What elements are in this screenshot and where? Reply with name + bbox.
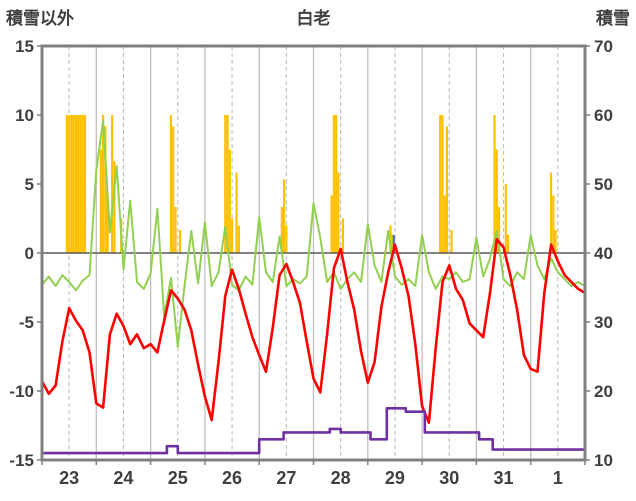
sunshine-bars xyxy=(441,115,444,253)
sunshine-bars xyxy=(65,115,68,253)
chart-title: 白老 xyxy=(296,9,331,28)
right-tick-label: 20 xyxy=(594,382,613,401)
sunshine-bars xyxy=(506,234,510,253)
sunshine-bars xyxy=(230,218,234,253)
sunshine-bars xyxy=(330,195,333,253)
left-axis-title: 積雪以外 xyxy=(6,9,74,28)
sunshine-bars xyxy=(113,161,116,253)
right-tick-label: 50 xyxy=(594,175,613,194)
x-tick-label: 25 xyxy=(168,468,188,488)
left-tick-label: 5 xyxy=(25,175,34,194)
x-tick-label: 1 xyxy=(553,468,563,488)
left-tick-label: 10 xyxy=(15,106,34,125)
sunshine-bars xyxy=(332,115,335,253)
right-tick-label: 70 xyxy=(594,37,613,56)
sunshine-bars xyxy=(335,115,338,253)
sunshine-bars xyxy=(450,230,453,253)
x-tick-label: 28 xyxy=(331,468,351,488)
sunshine-bars xyxy=(341,218,345,253)
sunshine-bars xyxy=(443,195,446,253)
sunshine-bars xyxy=(79,115,82,253)
sunshine-bars xyxy=(445,126,449,253)
left-tick-label: -15 xyxy=(9,451,34,470)
sunshine-bars xyxy=(77,115,80,253)
sunshine-bars xyxy=(439,115,442,253)
sunshine-bars xyxy=(111,115,114,253)
x-tick-label: 23 xyxy=(59,468,79,488)
sunshine-bars xyxy=(285,225,288,253)
sunshine-bars xyxy=(495,149,498,253)
x-tick-label: 31 xyxy=(494,468,514,488)
sunshine-bars xyxy=(70,115,73,253)
left-tick-label: 15 xyxy=(15,37,34,56)
sunshine-bars xyxy=(106,195,109,253)
right-tick-label: 60 xyxy=(594,106,613,125)
sunshine-bars xyxy=(237,225,240,253)
sunshine-bars xyxy=(174,207,177,253)
left-tick-label: -5 xyxy=(19,313,34,332)
sunshine-bars xyxy=(81,115,84,253)
sunshine-bars xyxy=(104,126,107,253)
right-axis-title: 積雪 xyxy=(596,9,630,28)
green-line xyxy=(41,119,586,348)
sunshine-bars xyxy=(337,172,340,253)
sunshine-bars xyxy=(280,207,283,253)
sunshine-bars xyxy=(391,234,394,253)
sunshine-bars xyxy=(169,115,173,253)
sunshine-bars xyxy=(549,172,553,253)
x-tick-label: 24 xyxy=(113,468,133,488)
sunshine-bars xyxy=(235,172,238,253)
sunshine-bars xyxy=(172,126,175,253)
sunshine-bars xyxy=(226,115,229,253)
sunshine-bars xyxy=(282,179,286,253)
sunshine-bars xyxy=(74,115,78,253)
sunshine-bars xyxy=(389,225,392,253)
right-tick-label: 40 xyxy=(594,244,613,263)
sunshine-bars xyxy=(552,195,555,253)
sunshine-bars xyxy=(493,115,496,253)
sunshine-bars xyxy=(497,207,501,253)
sunshine-bars xyxy=(99,149,102,253)
temperature-red-line xyxy=(40,237,587,425)
sunshine-bars xyxy=(228,149,231,253)
sunshine-bars xyxy=(83,115,87,253)
snow-depth-purple-line xyxy=(40,406,587,455)
x-tick-label: 26 xyxy=(222,468,242,488)
left-tick-label: -10 xyxy=(9,382,34,401)
sunshine-bars xyxy=(224,115,227,253)
sunshine-bars xyxy=(554,230,557,253)
right-tick-label: 10 xyxy=(594,451,613,470)
sunshine-bars xyxy=(178,230,182,253)
sunshine-bars xyxy=(72,115,75,253)
sunshine-bars xyxy=(101,115,105,253)
sunshine-bars xyxy=(68,115,71,253)
x-tick-label: 27 xyxy=(276,468,296,488)
sunshine-bars xyxy=(504,184,507,253)
x-tick-label: 29 xyxy=(385,468,405,488)
right-tick-label: 30 xyxy=(594,313,613,332)
left-tick-label: 0 xyxy=(25,244,34,263)
x-tick-label: 30 xyxy=(439,468,459,488)
